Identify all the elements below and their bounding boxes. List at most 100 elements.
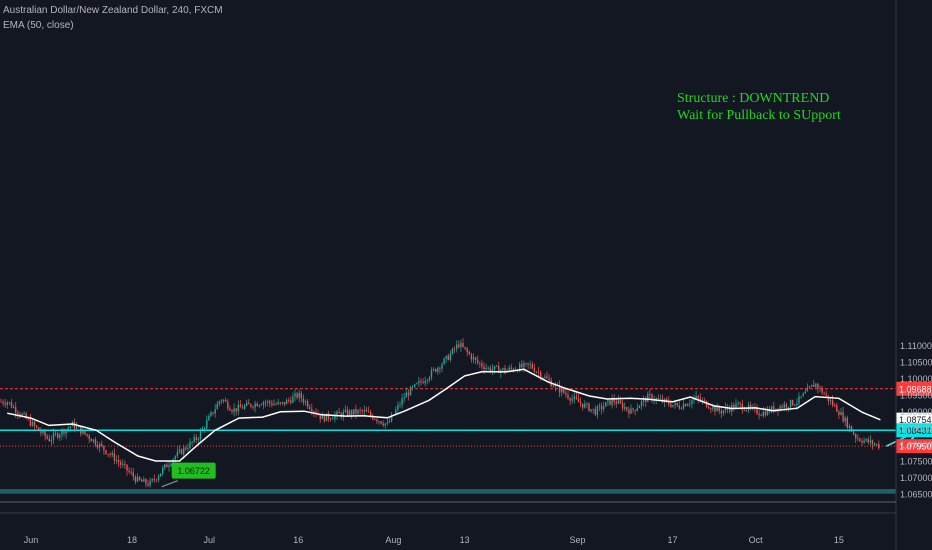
candle	[710, 407, 712, 414]
candle-body	[773, 406, 775, 412]
y-tick-label: 1.10500	[900, 358, 932, 368]
candle-body	[745, 409, 748, 411]
candle	[645, 396, 647, 407]
candle-body	[456, 344, 458, 349]
candle-body	[876, 444, 878, 445]
candle	[869, 435, 872, 447]
candle	[128, 467, 130, 474]
candle-body	[657, 398, 659, 399]
candle	[741, 399, 743, 414]
candle	[693, 394, 695, 404]
candle-body	[594, 408, 596, 415]
candle	[23, 411, 25, 416]
candle-body	[483, 366, 485, 370]
candle-body	[743, 409, 746, 411]
candle	[99, 442, 101, 453]
candle	[617, 395, 620, 405]
candle-body	[313, 411, 315, 413]
candle-body	[821, 387, 823, 394]
candle-body	[426, 380, 428, 382]
candle	[374, 418, 376, 421]
candle	[451, 347, 454, 355]
candle-body	[220, 400, 223, 402]
candle-body	[225, 400, 227, 402]
candle	[281, 401, 284, 406]
candle	[143, 476, 145, 482]
candle	[411, 385, 414, 391]
candle-body	[54, 433, 57, 435]
candle-body	[46, 436, 48, 439]
candle	[88, 433, 90, 444]
candle-body	[0, 401, 2, 403]
candle-body	[208, 415, 210, 421]
candle-body	[189, 441, 191, 449]
candle	[269, 399, 271, 408]
y-tick-label: 1.07000	[900, 473, 932, 483]
candle	[306, 398, 309, 410]
candle	[771, 405, 773, 414]
candle-body	[792, 400, 794, 406]
candle	[409, 385, 412, 396]
candle-body	[619, 400, 622, 403]
candle-body	[420, 381, 422, 383]
candle	[676, 402, 678, 407]
candle-body	[4, 403, 6, 405]
candle-body	[844, 417, 846, 422]
candle	[760, 413, 762, 417]
candle-body	[458, 344, 460, 347]
candle-body	[470, 354, 473, 360]
candle	[191, 440, 193, 446]
candle-body	[645, 398, 647, 403]
candle-body	[212, 412, 214, 414]
candle-body	[495, 365, 498, 367]
candle-body	[504, 368, 506, 372]
candle-body	[712, 406, 714, 410]
candle-body	[61, 429, 63, 435]
candle	[844, 415, 846, 427]
candle-body	[357, 410, 359, 414]
candle-body	[180, 449, 183, 455]
candle	[206, 415, 208, 431]
candle-body	[615, 401, 617, 404]
candle-body	[678, 405, 680, 409]
candle-body	[367, 411, 370, 413]
candle-body	[798, 396, 800, 404]
candle-body	[23, 413, 25, 415]
candle	[546, 371, 548, 379]
candle	[716, 403, 718, 412]
candle-body	[166, 464, 168, 468]
candle	[808, 385, 811, 389]
candle-body	[542, 377, 544, 379]
candle	[800, 396, 802, 399]
candle	[525, 362, 527, 367]
candle-body	[67, 427, 69, 430]
candle-body	[430, 369, 433, 378]
candle-body	[567, 394, 569, 399]
candle	[502, 367, 504, 372]
candle	[138, 475, 141, 482]
candle-body	[838, 411, 840, 416]
candle-body	[237, 404, 239, 412]
candle-body	[611, 398, 613, 405]
candle	[418, 376, 420, 388]
candle	[36, 425, 38, 429]
support-zone	[0, 489, 896, 494]
candle	[390, 411, 393, 423]
candle	[365, 406, 368, 412]
candle-body	[27, 418, 29, 420]
candle-body	[191, 441, 193, 443]
y-tick-label: 1.09500	[900, 391, 932, 401]
candle	[101, 440, 103, 448]
candle-body	[720, 411, 722, 414]
candle-body	[33, 421, 36, 426]
candle	[598, 402, 601, 412]
candle-body	[414, 384, 416, 387]
candle	[180, 448, 183, 455]
candle-body	[632, 408, 634, 410]
candle-body	[264, 402, 267, 404]
candle	[632, 407, 634, 414]
candle	[0, 398, 2, 403]
candle	[441, 362, 443, 373]
candle	[117, 454, 120, 467]
